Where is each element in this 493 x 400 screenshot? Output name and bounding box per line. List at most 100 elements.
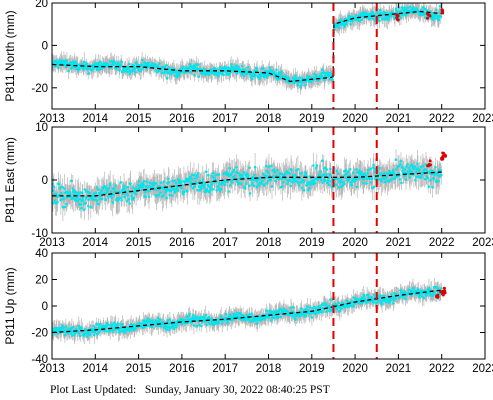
y-axis-label: P811 Up (mm): [3, 267, 17, 344]
daily-point: [130, 328, 133, 331]
daily-point: [182, 192, 185, 196]
daily-point: [167, 180, 171, 184]
daily-point: [426, 176, 430, 180]
daily-point: [292, 306, 295, 309]
daily-point: [398, 178, 402, 181]
daily-point: [252, 178, 255, 181]
daily-point: [340, 180, 344, 183]
daily-point: [193, 73, 196, 77]
daily-point: [232, 168, 236, 172]
daily-point: [328, 183, 331, 186]
daily-point: [174, 189, 177, 192]
daily-point: [262, 184, 266, 187]
daily-point: [253, 165, 257, 169]
daily-point: [269, 178, 273, 182]
x-tick-label: 2017: [212, 237, 238, 249]
daily-point: [65, 59, 69, 62]
x-tick-label: 2023: [472, 113, 493, 125]
daily-point: [190, 177, 194, 181]
daily-point: [403, 168, 407, 171]
daily-point: [239, 182, 243, 185]
daily-point: [306, 305, 309, 308]
daily-point: [214, 177, 217, 181]
daily-point: [69, 192, 72, 196]
daily-point: [67, 69, 70, 73]
daily-point: [207, 173, 210, 177]
daily-point: [121, 322, 124, 326]
daily-point: [267, 315, 271, 319]
daily-point: [430, 172, 434, 176]
daily-point: [297, 181, 300, 185]
daily-point: [159, 191, 162, 194]
daily-point: [196, 175, 199, 179]
daily-point: [242, 74, 246, 78]
daily-point: [72, 325, 75, 329]
daily-point: [111, 323, 114, 326]
daily-point: [81, 62, 84, 66]
daily-point: [271, 316, 274, 320]
daily-point: [344, 168, 348, 172]
daily-point: [382, 171, 386, 175]
daily-point: [86, 335, 89, 338]
daily-point: [325, 304, 328, 307]
daily-point: [195, 324, 199, 328]
daily-point: [261, 179, 264, 183]
daily-point: [250, 77, 254, 81]
daily-point: [296, 168, 300, 171]
daily-point: [339, 18, 343, 21]
y-tick-label: 40: [35, 248, 48, 260]
daily-point: [79, 203, 83, 206]
y-tick-label: 0: [42, 40, 48, 52]
daily-point: [353, 297, 357, 300]
daily-point: [93, 333, 96, 337]
daily-point: [70, 179, 73, 183]
daily-point: [112, 328, 115, 331]
daily-point: [119, 181, 122, 184]
daily-point: [220, 322, 224, 326]
daily-point: [434, 166, 437, 169]
daily-point: [386, 172, 390, 176]
daily-point: [62, 197, 66, 200]
daily-point: [140, 58, 144, 62]
daily-point: [129, 182, 132, 186]
daily-point: [426, 288, 429, 292]
daily-point: [174, 181, 178, 185]
daily-point: [96, 68, 100, 71]
daily-point: [155, 70, 159, 74]
x-tick-label: 2015: [126, 363, 152, 375]
daily-point: [399, 163, 402, 166]
daily-point: [420, 289, 423, 292]
daily-point: [222, 73, 225, 77]
daily-point: [366, 171, 369, 175]
daily-point: [183, 190, 186, 194]
daily-point: [289, 306, 293, 310]
daily-point: [343, 25, 347, 28]
daily-point: [100, 189, 103, 193]
daily-point: [212, 171, 215, 175]
daily-point: [106, 189, 109, 192]
daily-point: [159, 181, 163, 184]
daily-point: [192, 314, 195, 317]
daily-point: [228, 184, 232, 187]
daily-point: [243, 187, 247, 190]
daily-point: [380, 300, 383, 303]
daily-point: [287, 76, 290, 79]
daily-point: [240, 64, 244, 68]
daily-point: [121, 189, 124, 192]
daily-point: [410, 289, 414, 292]
daily-point: [376, 299, 380, 303]
daily-point: [241, 72, 245, 75]
daily-point: [278, 75, 282, 79]
daily-point: [408, 176, 412, 179]
daily-point: [280, 70, 283, 74]
daily-point: [351, 304, 355, 308]
last-updated-timestamp: Sunday, January 30, 2022 08:40:25 PST: [144, 384, 330, 396]
x-tick-label: 2020: [342, 363, 368, 375]
daily-point: [188, 312, 191, 316]
daily-point: [273, 316, 276, 320]
daily-point: [109, 190, 113, 194]
daily-point: [89, 205, 93, 209]
daily-point: [413, 167, 416, 171]
daily-point: [355, 168, 359, 171]
daily-point: [61, 205, 65, 209]
